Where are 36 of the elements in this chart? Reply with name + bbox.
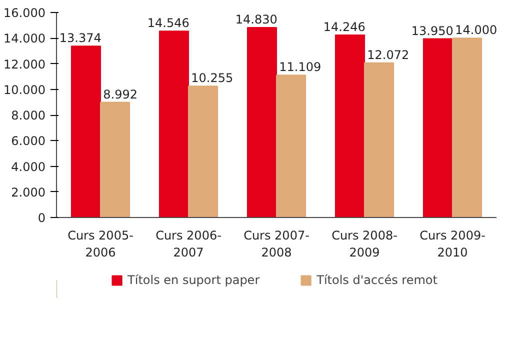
legend-label: Títols d'accés remot [316, 273, 438, 287]
bar [100, 102, 130, 218]
x-tick-label: Curs 2007-2008 [244, 228, 310, 260]
y-tick-label: 8.000 [11, 108, 46, 122]
data-label: 14.830 [235, 12, 278, 26]
bar [452, 38, 482, 218]
y-tick-label: 10.000 [4, 82, 46, 97]
x-tick-label: Curs 2009-2010 [420, 228, 486, 260]
y-tick-label: 6.000 [11, 134, 46, 148]
y-tick-label: 4.000 [11, 160, 46, 174]
bar [188, 86, 218, 218]
data-label: 13.950 [411, 24, 454, 38]
data-label: 11.109 [279, 60, 322, 74]
data-label: 8.992 [103, 87, 138, 102]
data-label: 10.255 [191, 71, 234, 86]
bar [364, 62, 394, 218]
x-tick-label: Curs 2006-2007 [156, 228, 222, 260]
y-tick-label: 12.000 [4, 57, 46, 72]
y-tick-label: 0 [38, 211, 46, 225]
bar [70, 46, 101, 218]
data-label: 14.000 [455, 23, 498, 38]
bar [422, 38, 453, 218]
data-label: 12.072 [367, 48, 410, 62]
data-label: 14.546 [147, 16, 190, 30]
bar [246, 26, 277, 218]
y-tick-label: 16.000 [4, 6, 46, 20]
y-tick-label: 2.000 [11, 185, 46, 200]
bar [276, 74, 306, 218]
legend-label: Títols en suport paper [128, 273, 260, 287]
x-tick-label: Curs 2008-2009 [332, 228, 398, 260]
bar [158, 30, 189, 218]
data-label: 14.246 [323, 20, 366, 34]
y-tick-label: 14.000 [4, 32, 46, 46]
data-label: 13.374 [59, 31, 102, 46]
x-tick-label: Curs 2005-2006 [68, 228, 134, 260]
bar [334, 34, 365, 218]
